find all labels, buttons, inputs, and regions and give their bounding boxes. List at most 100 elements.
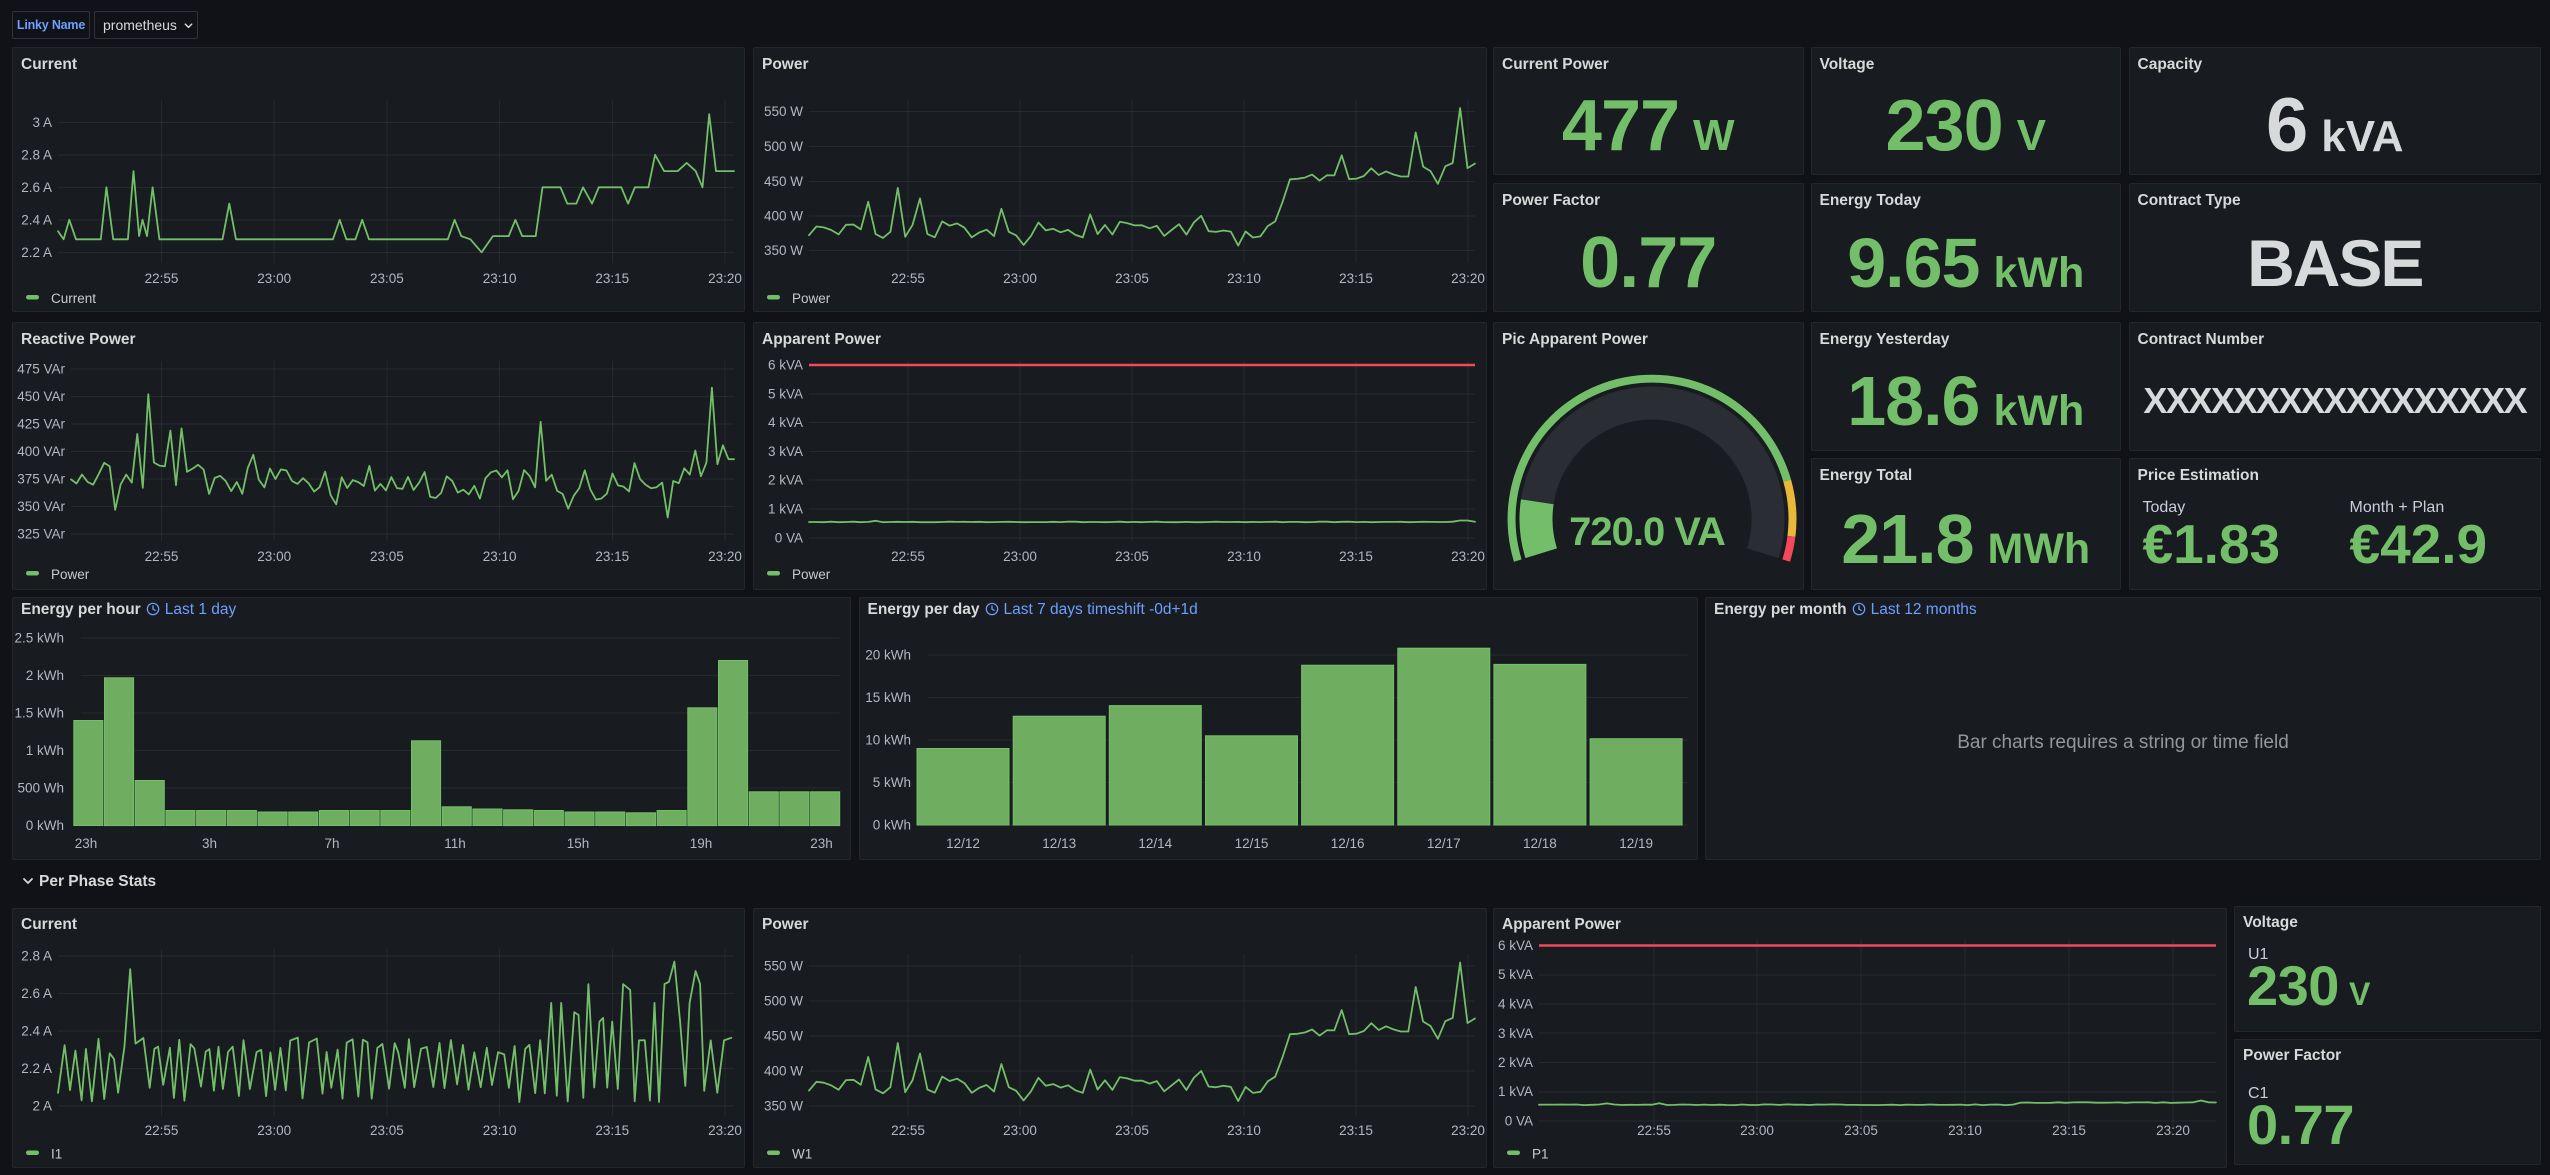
svg-text:12/13: 12/13 (1042, 836, 1076, 851)
svg-text:720.0 VA: 720.0 VA (1569, 510, 1725, 554)
svg-text:12/19: 12/19 (1619, 836, 1653, 851)
svg-text:2.2 A: 2.2 A (21, 1061, 52, 1076)
svg-text:550 W: 550 W (764, 104, 803, 119)
svg-text:10 kWh: 10 kWh (865, 733, 911, 748)
svg-text:23:15: 23:15 (1339, 271, 1373, 286)
svg-text:450 W: 450 W (764, 1029, 803, 1044)
svg-text:12/12: 12/12 (946, 836, 980, 851)
svg-text:425 VAr: 425 VAr (17, 417, 65, 432)
svg-text:2 A: 2 A (32, 1099, 52, 1114)
svg-text:23:20: 23:20 (2156, 1123, 2190, 1138)
svg-text:0 VA: 0 VA (775, 530, 803, 545)
svg-text:5 kVA: 5 kVA (768, 386, 803, 401)
svg-text:3 A: 3 A (32, 115, 52, 130)
svg-text:23:15: 23:15 (595, 549, 629, 564)
svg-text:0 kWh: 0 kWh (26, 818, 64, 833)
svg-text:22:55: 22:55 (145, 1123, 179, 1138)
svg-text:1.5 kWh: 1.5 kWh (14, 706, 64, 721)
svg-text:23:00: 23:00 (1003, 1123, 1037, 1138)
svg-text:23:00: 23:00 (257, 549, 291, 564)
svg-text:2 kVA: 2 kVA (768, 473, 803, 488)
svg-text:20 kWh: 20 kWh (865, 648, 911, 663)
svg-text:2.2 A: 2.2 A (21, 245, 52, 260)
svg-text:23h: 23h (810, 836, 833, 851)
svg-text:12/15: 12/15 (1234, 836, 1268, 851)
svg-text:0 VA: 0 VA (1505, 1114, 1533, 1129)
svg-text:23:05: 23:05 (370, 271, 404, 286)
svg-text:375 VAr: 375 VAr (17, 472, 65, 487)
svg-text:Power: Power (51, 567, 90, 582)
svg-text:12/16: 12/16 (1330, 836, 1364, 851)
svg-text:23:20: 23:20 (708, 1123, 742, 1138)
svg-text:2.4 A: 2.4 A (21, 212, 52, 227)
svg-text:23:10: 23:10 (1948, 1123, 1982, 1138)
svg-text:23h: 23h (75, 836, 98, 851)
svg-text:500 W: 500 W (764, 139, 803, 154)
svg-text:23:05: 23:05 (1115, 549, 1149, 564)
svg-text:23:05: 23:05 (370, 1123, 404, 1138)
svg-text:4 kVA: 4 kVA (1498, 997, 1533, 1012)
svg-text:2.6 A: 2.6 A (21, 986, 52, 1001)
svg-text:23:10: 23:10 (483, 271, 517, 286)
svg-text:22:55: 22:55 (145, 549, 179, 564)
svg-text:23:05: 23:05 (1115, 271, 1149, 286)
svg-text:325 VAr: 325 VAr (17, 527, 65, 542)
svg-text:I1: I1 (51, 1147, 62, 1162)
svg-text:23:00: 23:00 (1003, 549, 1037, 564)
svg-text:2.8 A: 2.8 A (21, 147, 52, 162)
svg-text:22:55: 22:55 (891, 271, 925, 286)
svg-text:P1: P1 (1532, 1147, 1549, 1162)
svg-text:2 kVA: 2 kVA (1498, 1055, 1533, 1070)
svg-text:550 W: 550 W (764, 959, 803, 974)
svg-text:2.5 kWh: 2.5 kWh (14, 631, 64, 646)
svg-text:400 W: 400 W (764, 1064, 803, 1079)
svg-text:5 kVA: 5 kVA (1498, 967, 1533, 982)
svg-text:22:55: 22:55 (1637, 1123, 1671, 1138)
svg-text:23:10: 23:10 (1227, 549, 1261, 564)
svg-text:W1: W1 (792, 1147, 812, 1162)
svg-text:500 W: 500 W (764, 994, 803, 1009)
svg-text:23:10: 23:10 (1227, 271, 1261, 286)
svg-text:19h: 19h (690, 836, 713, 851)
svg-text:23:15: 23:15 (2052, 1123, 2086, 1138)
svg-text:2 kWh: 2 kWh (26, 668, 64, 683)
svg-text:23:20: 23:20 (1451, 271, 1485, 286)
svg-text:2.4 A: 2.4 A (21, 1024, 52, 1039)
svg-text:Current: Current (51, 291, 96, 306)
svg-text:23:15: 23:15 (595, 1123, 629, 1138)
svg-text:22:55: 22:55 (891, 549, 925, 564)
svg-text:3h: 3h (202, 836, 217, 851)
svg-text:Power: Power (792, 291, 831, 306)
svg-text:22:55: 22:55 (145, 271, 179, 286)
svg-text:23:05: 23:05 (370, 549, 404, 564)
svg-text:4 kVA: 4 kVA (768, 415, 803, 430)
svg-text:12/18: 12/18 (1523, 836, 1557, 851)
svg-text:2.6 A: 2.6 A (21, 180, 52, 195)
svg-text:23:00: 23:00 (1740, 1123, 1774, 1138)
svg-text:400 W: 400 W (764, 209, 803, 224)
svg-text:7h: 7h (324, 836, 339, 851)
svg-text:3 kVA: 3 kVA (768, 444, 803, 459)
svg-text:23:15: 23:15 (595, 271, 629, 286)
svg-text:23:00: 23:00 (257, 1123, 291, 1138)
svg-text:450 W: 450 W (764, 174, 803, 189)
svg-text:3 kVA: 3 kVA (1498, 1026, 1533, 1041)
svg-text:6 kVA: 6 kVA (1498, 938, 1533, 953)
svg-text:23:20: 23:20 (708, 549, 742, 564)
svg-text:6 kVA: 6 kVA (768, 358, 803, 373)
svg-text:23:15: 23:15 (1339, 549, 1373, 564)
svg-text:400 VAr: 400 VAr (17, 444, 65, 459)
svg-text:0 kWh: 0 kWh (872, 818, 910, 833)
svg-text:23:10: 23:10 (483, 549, 517, 564)
svg-text:22:55: 22:55 (891, 1123, 925, 1138)
svg-text:5 kWh: 5 kWh (872, 775, 910, 790)
svg-text:1 kVA: 1 kVA (768, 502, 803, 517)
svg-text:1 kWh: 1 kWh (26, 743, 64, 758)
svg-text:475 VAr: 475 VAr (17, 362, 65, 377)
svg-text:23:20: 23:20 (708, 271, 742, 286)
svg-text:450 VAr: 450 VAr (17, 389, 65, 404)
svg-text:23:00: 23:00 (1003, 271, 1037, 286)
svg-text:11h: 11h (444, 836, 466, 851)
svg-text:350 W: 350 W (764, 1099, 803, 1114)
svg-text:15h: 15h (567, 836, 590, 851)
